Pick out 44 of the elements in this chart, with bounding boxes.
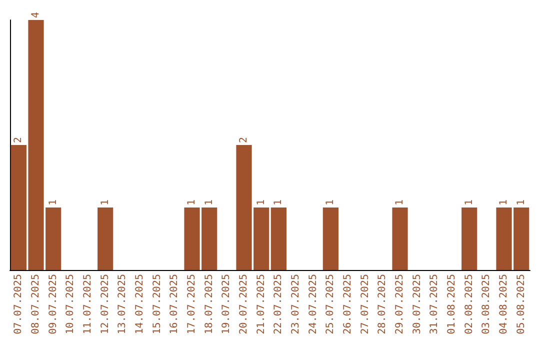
x-tick-label: 20.07.2025 [238,274,250,334]
x-tick-label: 04.08.2025 [498,274,510,334]
x-tick-label: 07.07.2025 [13,274,24,334]
data-label: 2 [13,136,24,143]
x-tick-label: 19.07.2025 [221,274,232,334]
x-tick-label: 21.07.2025 [256,274,267,334]
x-tick-label: 29.07.2025 [394,274,406,334]
x-tick-label: 08.07.2025 [30,274,42,334]
data-label: 2 [238,136,250,143]
x-tick-label: 13.07.2025 [117,274,128,334]
x-tick-label: 01.08.2025 [446,274,458,334]
x-tick-label: 23.07.2025 [290,274,302,334]
x-tick-label: 17.07.2025 [186,274,198,334]
x-tick-label: 31.07.2025 [429,274,440,334]
x-tick-label: 24.07.2025 [308,274,319,334]
data-label: 1 [48,199,59,206]
data-label: 1 [464,199,475,206]
x-tick-label: 16.07.2025 [169,274,180,334]
x-tick-label: 25.07.2025 [325,274,336,334]
x-tick-label: 05.08.2025 [516,274,527,334]
x-tick-label: 15.07.2025 [152,274,163,334]
data-label: 1 [394,199,406,206]
data-label: 1 [273,199,284,206]
data-label: 1 [256,199,267,206]
x-tick-label: 27.07.2025 [360,274,371,334]
data-label: 1 [498,199,510,206]
data-label: 1 [204,199,215,206]
x-tick-label: 30.07.2025 [412,274,423,334]
data-label: 1 [186,199,198,206]
data-label: 1 [516,199,527,206]
data-label: 1 [325,199,336,206]
x-tick-label: 22.07.2025 [273,274,284,334]
x-tick-label: 12.07.2025 [100,274,111,334]
x-tick-label: 18.07.2025 [204,274,215,334]
data-label: 1 [100,199,111,206]
data-label: 4 [30,12,42,18]
x-tick-label: 11.07.2025 [82,274,94,334]
x-tick-label: 26.07.2025 [342,274,354,334]
x-tick-label: 09.07.2025 [48,274,59,334]
x-tick-label: 10.07.2025 [65,274,76,334]
x-tick-label: 28.07.2025 [377,274,388,334]
x-tick-label: 03.08.2025 [481,274,492,334]
x-tick-label: 02.08.2025 [464,274,475,334]
x-tick-label: 14.07.2025 [134,274,146,334]
